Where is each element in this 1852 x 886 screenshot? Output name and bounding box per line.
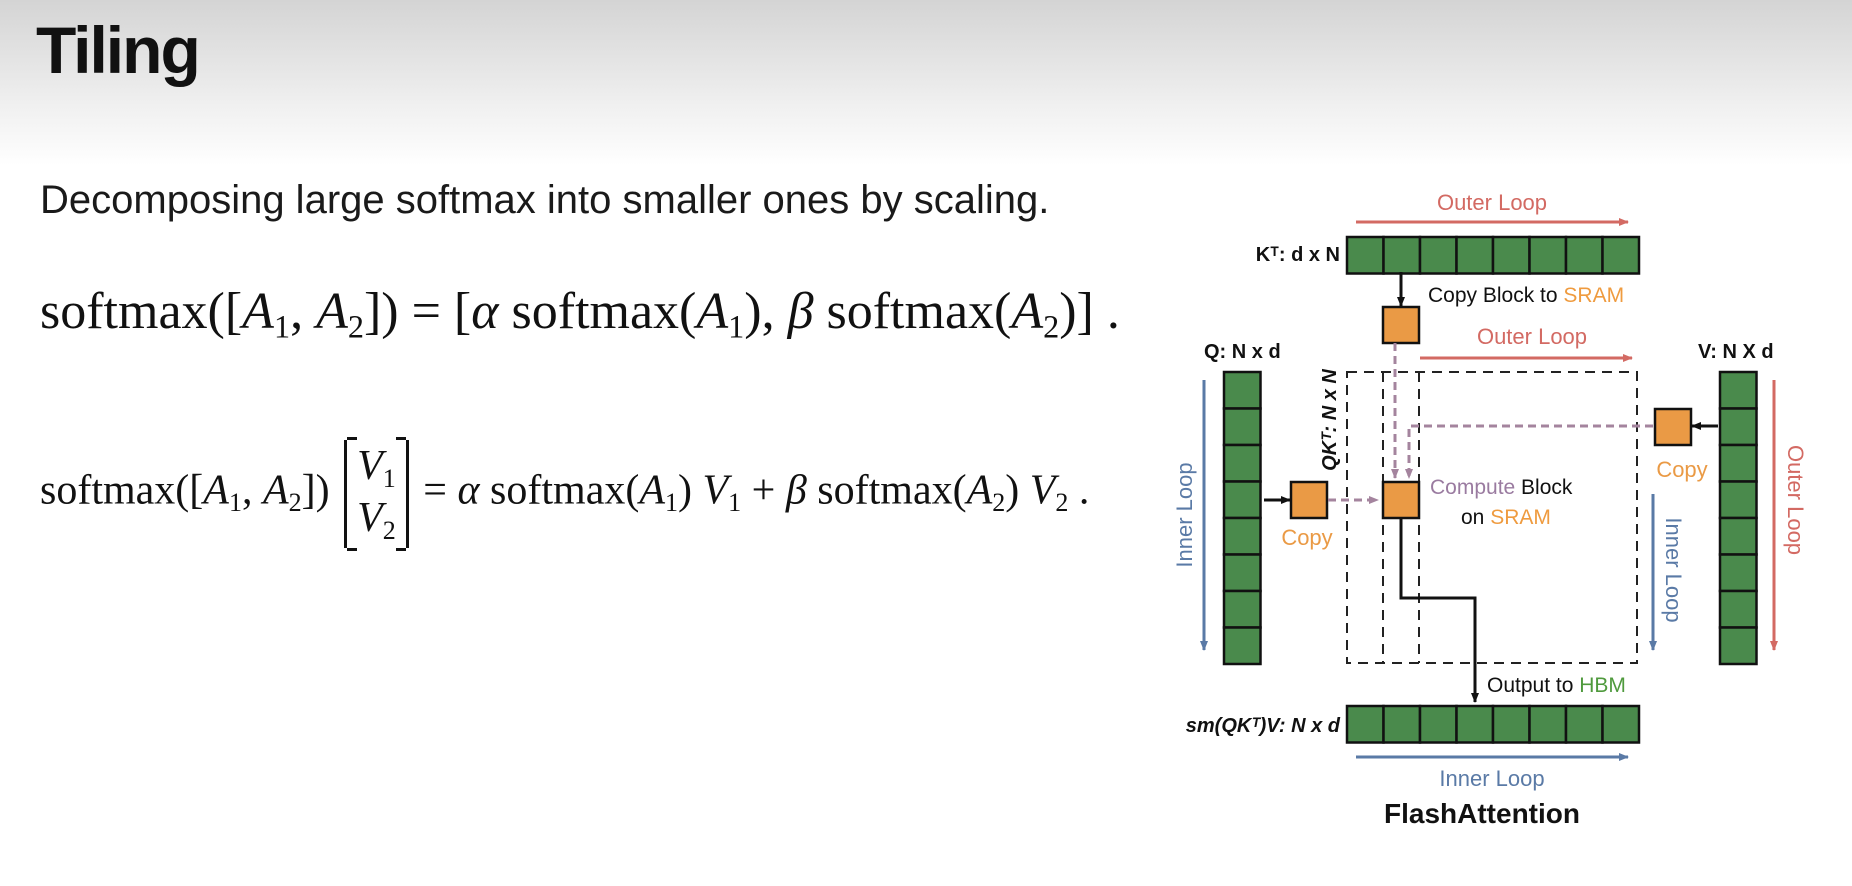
- v-block-cell: [1718, 370, 1758, 410]
- output-label: Output to HBM: [1487, 674, 1626, 697]
- outer-loop-mid-label: Outer Loop: [1477, 324, 1587, 349]
- v-blocks: [1718, 370, 1758, 666]
- q-block-cell: [1222, 407, 1262, 447]
- q-block-cell: [1222, 480, 1262, 520]
- output-block-cell: [1345, 704, 1385, 744]
- kt-sram-block: [1381, 305, 1421, 345]
- equation-softmax-times-v: softmax([A1, A2]) V1 V2 = α softmax(A1) …: [40, 437, 1089, 550]
- output-block-cell: [1601, 704, 1641, 744]
- v-block-cell: [1718, 407, 1758, 447]
- v-block-cell: [1718, 626, 1758, 666]
- kt-block-cell: [1564, 235, 1604, 275]
- output-matrix-label: sm(QKᵀ)V: N x d: [1186, 715, 1341, 737]
- output-block-cell: [1491, 704, 1531, 744]
- v-block-cell: [1718, 443, 1758, 483]
- kt-block-cell: [1491, 235, 1531, 275]
- kt-block-cell: [1345, 235, 1385, 275]
- v-to-compute-dashed-arrow: [1405, 424, 1653, 479]
- q-label: Q: N x d: [1204, 341, 1281, 363]
- kt-block-cell: [1418, 235, 1458, 275]
- q-block-cell: [1222, 553, 1262, 593]
- q-blocks: [1222, 370, 1262, 666]
- v-block-cell: [1718, 589, 1758, 629]
- outer-loop-right-label: Outer Loop: [1783, 445, 1808, 555]
- kt-block-cell: [1528, 235, 1568, 275]
- output-block-cell: [1564, 704, 1604, 744]
- diagram-caption: FlashAttention: [1384, 798, 1580, 829]
- q-sram-block: [1289, 480, 1329, 520]
- output-block-cell: [1455, 704, 1495, 744]
- compute-block-label: Compute Block: [1430, 476, 1573, 499]
- inner-loop-right-label: Inner Loop: [1661, 517, 1686, 622]
- kt-label: Kᵀ: d x N: [1256, 244, 1340, 266]
- v-block-cell: [1718, 480, 1758, 520]
- qkt-label: QKᵀ: N x N: [1319, 369, 1341, 471]
- output-block-cell: [1528, 704, 1568, 744]
- q-block-cell: [1222, 516, 1262, 556]
- qkt-matrix-outline: [1346, 371, 1638, 664]
- slide-title: Tiling: [36, 13, 201, 87]
- v-block-matrix: V1 V2: [344, 437, 409, 550]
- output-blocks: [1345, 704, 1641, 744]
- slide-subtitle: Decomposing large softmax into smaller o…: [40, 178, 1050, 222]
- v-label: V: N X d: [1698, 341, 1774, 363]
- q-block-cell: [1222, 589, 1262, 629]
- slide-header: [0, 0, 1852, 165]
- output-block-cell: [1382, 704, 1422, 744]
- v-block-cell: [1718, 553, 1758, 593]
- on-sram-label: on SRAM: [1461, 506, 1551, 529]
- v-block-cell: [1718, 516, 1758, 556]
- outer-loop-top-label: Outer Loop: [1437, 190, 1547, 215]
- v-sram-block: [1653, 407, 1693, 447]
- inner-loop-left-label: Inner Loop: [1172, 462, 1197, 567]
- copy-block-label: Copy Block to SRAM: [1428, 284, 1624, 307]
- output-block-cell: [1418, 704, 1458, 744]
- kt-block-cell: [1382, 235, 1422, 275]
- inner-loop-bottom-label: Inner Loop: [1439, 766, 1544, 791]
- copy-right-label: Copy: [1656, 457, 1707, 482]
- q-block-cell: [1222, 370, 1262, 410]
- kt-block-cell: [1455, 235, 1495, 275]
- q-block-cell: [1222, 443, 1262, 483]
- output-path-arrow: [1399, 518, 1479, 703]
- kt-block-cell: [1601, 235, 1641, 275]
- q-block-cell: [1222, 626, 1262, 666]
- kt-blocks: [1345, 235, 1641, 275]
- equation-softmax-decomposition: softmax([A1, A2]) = [α softmax(A1), β so…: [40, 283, 1120, 345]
- compute-sram-block: [1381, 480, 1421, 520]
- copy-left-label: Copy: [1281, 525, 1332, 550]
